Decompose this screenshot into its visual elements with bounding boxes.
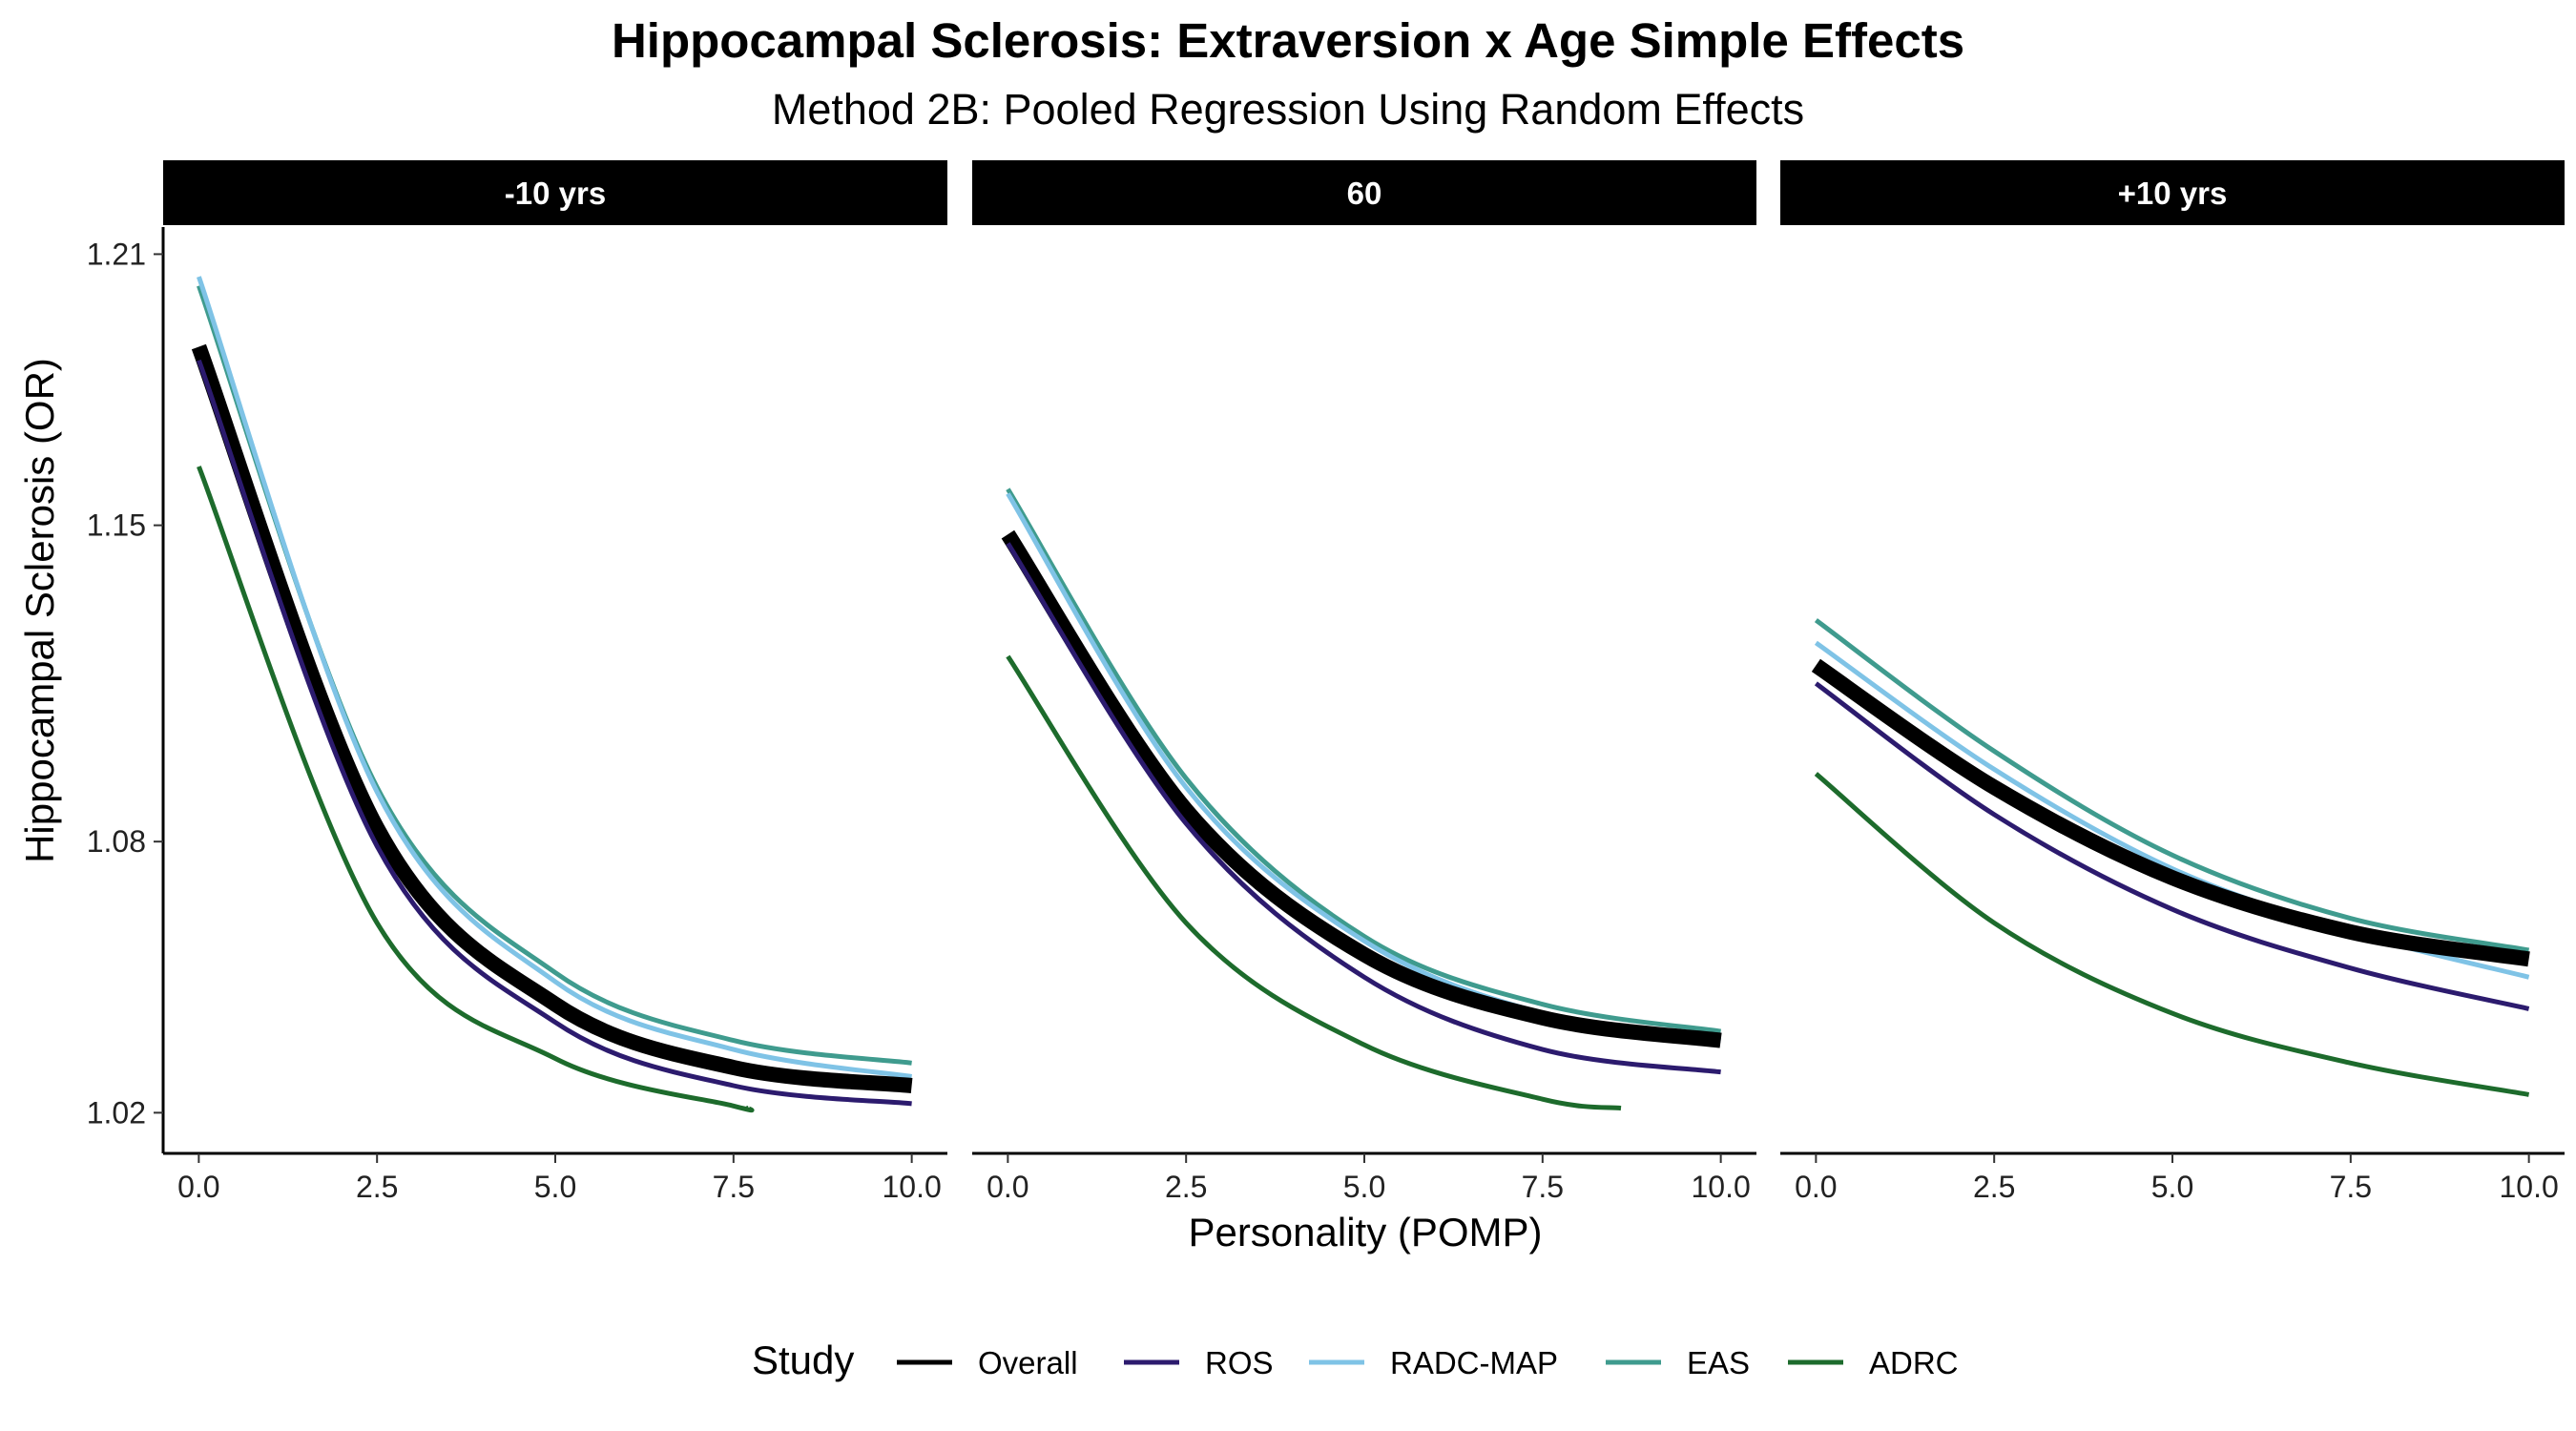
series-line-ros — [1814, 681, 2530, 1011]
series-line-overall — [1811, 658, 2530, 967]
series-line-adrc — [197, 466, 755, 1113]
legend-label: RADC-MAP — [1390, 1345, 1558, 1380]
chart-subtitle: Method 2B: Pooled Regression Using Rando… — [772, 85, 1804, 134]
x-tick-label: 10.0 — [2499, 1170, 2558, 1204]
x-tick-label: 10.0 — [882, 1170, 941, 1204]
series-line-overall — [1001, 529, 1722, 1048]
legend: Study Overall ROS RADC-MAP EAS ADRC — [752, 1338, 1959, 1382]
facet-panel: 60 0.0 2.5 5.0 7.5 10.0 — [972, 160, 1756, 1204]
x-tick-label: 5.0 — [2151, 1170, 2193, 1204]
facet-strip — [972, 160, 1756, 225]
y-tick-label: 1.21 — [87, 237, 146, 271]
facet-strip-label: 60 — [1347, 176, 1382, 211]
series-line-overall — [191, 343, 913, 1093]
legend-item-radc-map: RADC-MAP — [1309, 1345, 1558, 1380]
facet-panel: +10 yrs 0.0 2.5 5.0 7.5 10.0 — [1780, 160, 2565, 1204]
y-axis-title: Hippocampal Sclerosis (OR) — [17, 358, 62, 863]
x-tick-label: 7.5 — [1522, 1170, 1564, 1204]
facet-strip — [1780, 160, 2565, 225]
series-line-eas — [1814, 618, 2530, 953]
x-tick-label: 0.0 — [987, 1170, 1028, 1204]
y-tick-label: 1.08 — [87, 824, 146, 859]
x-tick-label: 5.0 — [1343, 1170, 1385, 1204]
legend-label: EAS — [1687, 1345, 1750, 1380]
legend-item-eas: EAS — [1606, 1345, 1750, 1380]
facet-strip — [163, 160, 947, 225]
series-line-radc-map — [197, 276, 912, 1079]
legend-label: Overall — [978, 1345, 1078, 1380]
x-tick-label: 2.5 — [1165, 1170, 1207, 1204]
series-line-ros — [1006, 542, 1721, 1075]
series-line-adrc — [1006, 654, 1622, 1111]
series-line-ros — [197, 359, 912, 1107]
facet-strip-label: +10 yrs — [2118, 176, 2228, 211]
x-tick-label: 7.5 — [713, 1170, 755, 1204]
x-axis-title: Personality (POMP) — [1188, 1210, 1542, 1255]
legend-label: ADRC — [1869, 1345, 1959, 1380]
legend-item-adrc: ADRC — [1788, 1345, 1959, 1380]
x-tick-label: 2.5 — [1973, 1170, 2015, 1204]
series-line-eas — [1006, 487, 1721, 1034]
series-line-adrc — [1814, 772, 2530, 1097]
legend-label: ROS — [1205, 1345, 1274, 1380]
x-tick-label: 10.0 — [1691, 1170, 1750, 1204]
legend-title: Study — [752, 1338, 854, 1382]
legend-item-overall: Overall — [897, 1345, 1078, 1380]
legend-item-ros: ROS — [1124, 1345, 1274, 1380]
facet-strip-label: -10 yrs — [505, 176, 606, 211]
y-tick-label: 1.02 — [87, 1095, 146, 1130]
x-tick-label: 5.0 — [534, 1170, 576, 1204]
series-line-radc-map — [1814, 640, 2530, 980]
y-axis: 1.02 1.08 1.15 1.21 — [87, 227, 165, 1153]
x-tick-label: 0.0 — [1795, 1170, 1837, 1204]
chart-title: Hippocampal Sclerosis: Extraversion x Ag… — [612, 13, 1964, 68]
facet-panel: -10 yrs 0.0 2.5 5.0 7.5 10.0 — [163, 160, 947, 1204]
x-tick-label: 2.5 — [356, 1170, 398, 1204]
x-tick-label: 7.5 — [2330, 1170, 2372, 1204]
x-tick-label: 0.0 — [177, 1170, 219, 1204]
y-tick-label: 1.15 — [87, 508, 146, 543]
